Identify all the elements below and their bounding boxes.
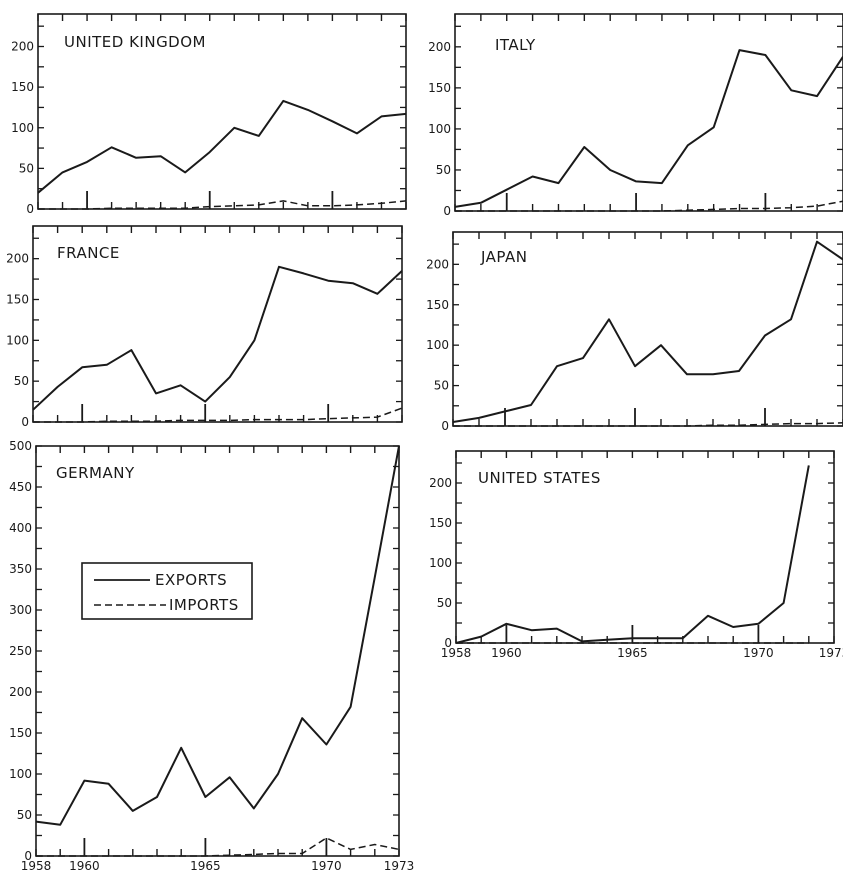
y-tick-label: 150	[428, 81, 451, 95]
chart-panels: 0 50 100 150 200 UNITED KINGDOM 0 50 100 150 200 IT…	[6, 13, 843, 873]
y-tick-label: 0	[441, 419, 449, 433]
y-tick-label: 450	[9, 480, 32, 494]
y-tick-label: 150	[429, 516, 452, 530]
y-tick-label: 150	[9, 726, 32, 740]
x-tick-label: 1970	[743, 646, 774, 660]
y-tick-label: 100	[429, 556, 452, 570]
legend-imports-label: IMPORTS	[169, 596, 239, 614]
x-tick-label: 1973	[819, 646, 843, 660]
panel-japan: 0 50 100 150 200 JAPAN	[426, 231, 843, 433]
series-exports-line	[455, 465, 810, 644]
series-imports-line	[33, 407, 403, 423]
y-tick-label: 400	[9, 521, 32, 535]
x-tick-label: 1960	[69, 859, 100, 873]
y-tick-label: 150	[6, 293, 29, 307]
series-exports-line	[35, 445, 400, 826]
panel-france: 0 50 100 150 200 FRANCE	[6, 225, 403, 429]
panel-frame	[452, 231, 843, 427]
panel-frame	[32, 225, 403, 423]
panel-italy: 0 50 100 150 200 ITALY	[428, 13, 843, 218]
legend: EXPORTS IMPORTS	[81, 562, 253, 620]
x-tick-label: 1973	[384, 859, 415, 873]
y-tick-label: 0	[24, 849, 32, 863]
y-tick-label: 50	[17, 808, 32, 822]
y-tick-label: 100	[426, 338, 449, 352]
y-tick-label: 50	[437, 596, 452, 610]
panel-title: JAPAN	[480, 248, 528, 266]
y-tick-label: 200	[9, 685, 32, 699]
x-tick-label: 1965	[617, 646, 648, 660]
series-exports-line	[452, 240, 843, 423]
y-tick-label: 200	[429, 476, 452, 490]
y-tick-label: 100	[428, 122, 451, 136]
y-tick-label: 0	[443, 204, 451, 218]
panel-frame	[35, 445, 400, 857]
panel-title: FRANCE	[57, 244, 120, 262]
y-tick-label: 0	[444, 636, 452, 650]
y-tick-label: 200	[426, 257, 449, 271]
x-tick-label: 1958	[21, 859, 52, 873]
y-tick-label: 150	[11, 80, 34, 94]
y-tick-label: 50	[14, 374, 29, 388]
panel-title: GERMANY	[56, 464, 135, 482]
series-imports-line	[455, 200, 843, 212]
y-tick-label: 300	[9, 603, 32, 617]
panel-title: UNITED STATES	[478, 469, 601, 487]
panel-germany: 0 50 100 150 200 250 300 350 400 450 500 1958 1960 19…	[9, 439, 414, 873]
series-exports-line	[32, 265, 403, 411]
series-imports-line	[38, 200, 407, 210]
y-tick-label: 100	[6, 333, 29, 347]
y-tick-label: 500	[9, 439, 32, 453]
legend-box	[81, 562, 253, 620]
panel-frame	[37, 13, 407, 210]
panel-title: UNITED KINGDOM	[64, 33, 206, 51]
y-tick-label: 50	[19, 161, 34, 175]
series-exports-line	[37, 99, 407, 194]
y-tick-label: 50	[434, 379, 449, 393]
x-tick-label: 1958	[441, 646, 472, 660]
y-tick-label: 50	[436, 163, 451, 177]
series-imports-line	[36, 837, 400, 857]
panel-title: ITALY	[495, 36, 536, 54]
panel-united-kingdom: 0 50 100 150 200 UNITED KINGDOM	[11, 13, 407, 216]
y-tick-label: 200	[428, 40, 451, 54]
x-tick-label: 1960	[491, 646, 522, 660]
x-tick-label: 1965	[190, 859, 221, 873]
y-tick-label: 0	[21, 415, 29, 429]
y-tick-label: 250	[9, 644, 32, 658]
y-tick-label: 0	[26, 202, 34, 216]
y-tick-label: 150	[426, 298, 449, 312]
y-tick-label: 100	[11, 121, 34, 135]
x-tick-label: 1970	[311, 859, 342, 873]
y-tick-label: 200	[6, 252, 29, 266]
y-tick-label: 200	[11, 40, 34, 54]
y-tick-label: 350	[9, 562, 32, 576]
series-imports-line	[453, 422, 843, 427]
y-tick-label: 100	[9, 767, 32, 781]
panel-united-states: 0 50 100 150 200 1958 1960 1965 1970 1973 UNITED S…	[429, 450, 843, 660]
series-exports-line	[454, 49, 843, 208]
legend-exports-label: EXPORTS	[155, 571, 227, 589]
